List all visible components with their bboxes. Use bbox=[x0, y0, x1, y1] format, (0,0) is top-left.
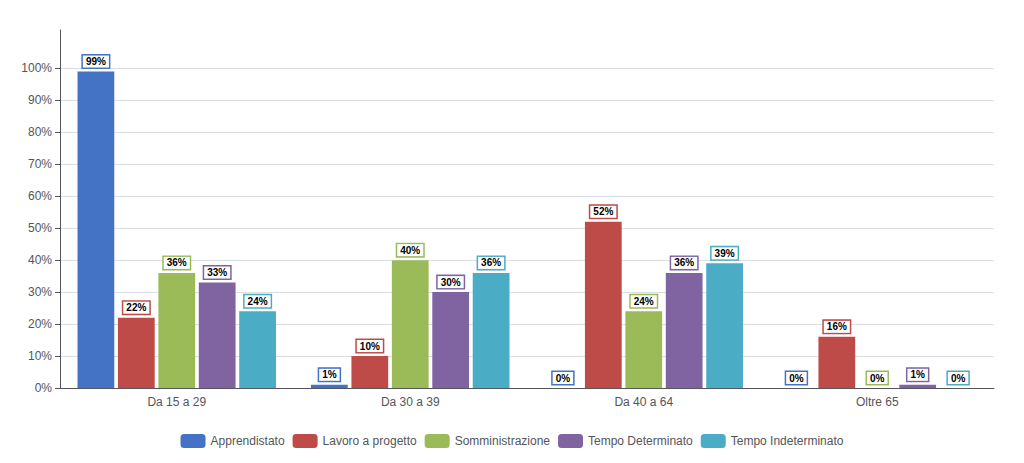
svg-text:20%: 20% bbox=[28, 317, 52, 331]
svg-text:Da 15 a 29: Da 15 a 29 bbox=[147, 395, 206, 409]
svg-text:1%: 1% bbox=[322, 369, 337, 380]
svg-text:0%: 0% bbox=[35, 381, 53, 395]
svg-text:24%: 24% bbox=[634, 296, 654, 307]
svg-text:100%: 100% bbox=[21, 61, 52, 75]
svg-text:30%: 30% bbox=[441, 277, 461, 288]
svg-text:36%: 36% bbox=[674, 257, 694, 268]
svg-text:24%: 24% bbox=[248, 296, 268, 307]
svg-text:22%: 22% bbox=[126, 302, 146, 313]
svg-text:39%: 39% bbox=[715, 248, 735, 259]
svg-text:16%: 16% bbox=[827, 321, 847, 332]
svg-text:0%: 0% bbox=[556, 373, 571, 384]
svg-text:60%: 60% bbox=[28, 189, 52, 203]
svg-text:30%: 30% bbox=[28, 285, 52, 299]
svg-text:0%: 0% bbox=[789, 373, 804, 384]
svg-text:0%: 0% bbox=[870, 373, 885, 384]
svg-text:Lavoro a progetto: Lavoro a progetto bbox=[323, 434, 417, 448]
svg-text:10%: 10% bbox=[28, 349, 52, 363]
svg-text:50%: 50% bbox=[28, 221, 52, 235]
svg-text:40%: 40% bbox=[28, 253, 52, 267]
svg-text:33%: 33% bbox=[207, 267, 227, 278]
svg-text:1%: 1% bbox=[910, 369, 925, 380]
svg-text:36%: 36% bbox=[481, 257, 501, 268]
svg-text:90%: 90% bbox=[28, 93, 52, 107]
svg-text:0%: 0% bbox=[951, 373, 966, 384]
svg-text:Tempo Determinato: Tempo Determinato bbox=[588, 434, 693, 448]
svg-text:40%: 40% bbox=[400, 245, 420, 256]
svg-text:36%: 36% bbox=[167, 257, 187, 268]
svg-text:Tempo Indeterminato: Tempo Indeterminato bbox=[731, 434, 844, 448]
svg-text:Da 40 a 64: Da 40 a 64 bbox=[614, 395, 673, 409]
svg-text:Apprendistato: Apprendistato bbox=[211, 434, 285, 448]
svg-text:Somministrazione: Somministrazione bbox=[455, 434, 551, 448]
svg-text:Oltre 65: Oltre 65 bbox=[856, 395, 899, 409]
svg-text:80%: 80% bbox=[28, 125, 52, 139]
svg-text:52%: 52% bbox=[593, 206, 613, 217]
svg-text:70%: 70% bbox=[28, 157, 52, 171]
svg-text:99%: 99% bbox=[86, 56, 106, 67]
svg-text:10%: 10% bbox=[360, 341, 380, 352]
svg-text:Da 30 a 39: Da 30 a 39 bbox=[381, 395, 440, 409]
